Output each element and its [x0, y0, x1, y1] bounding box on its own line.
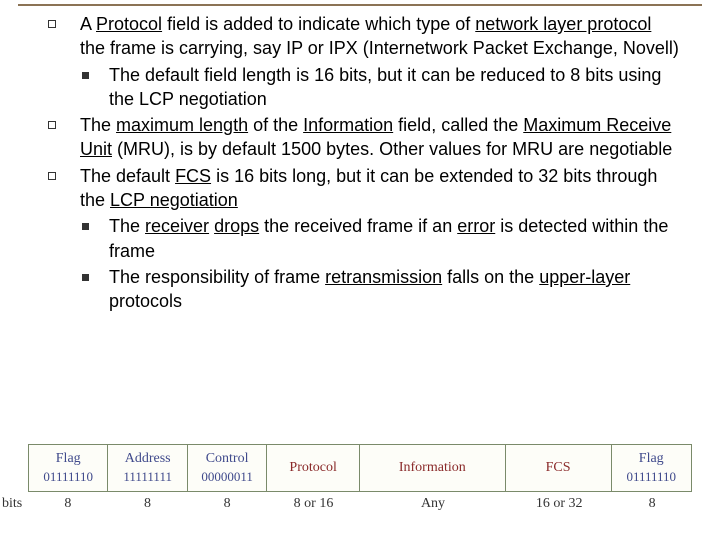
bits-cell: 8 or 16: [267, 496, 360, 512]
bits-row: bits 8888 or 16Any16 or 328: [28, 496, 692, 512]
bullet-1-sub-1-text: The default field length is 16 bits, but…: [109, 63, 680, 112]
bits-cell: 8: [28, 496, 108, 512]
hollow-square-icon: [48, 172, 56, 180]
bullet-3-sub-2-text: The responsibility of frame retransmissi…: [109, 265, 680, 314]
frame-cell-value: 01111110: [614, 469, 689, 485]
frame-cell-label: FCS: [508, 460, 609, 476]
bits-cell: 8: [108, 496, 188, 512]
frame-cell: Protocol: [267, 445, 360, 491]
bits-cell: Any: [360, 496, 506, 512]
frame-cell-value: 01111110: [31, 469, 105, 485]
frame-cell-value: 11111111: [110, 469, 184, 485]
frame-cell-label: Address: [110, 451, 184, 467]
bullet-3-text: The default FCS is 16 bits long, but it …: [80, 164, 680, 213]
frame-table: Flag 01111110 Address 11111111 Control 000000…: [28, 444, 692, 492]
slide-content: A Protocol field is added to indicate wh…: [48, 12, 680, 316]
frame-cell: Flag 01111110: [612, 445, 691, 491]
filled-square-icon: [82, 274, 89, 281]
bullet-3: The default FCS is 16 bits long, but it …: [48, 164, 680, 213]
frame-cell-label: Flag: [614, 451, 689, 467]
filled-square-icon: [82, 72, 89, 79]
hollow-square-icon: [48, 121, 56, 129]
filled-square-icon: [82, 223, 89, 230]
bullet-1: A Protocol field is added to indicate wh…: [48, 12, 680, 61]
frame-cell: Flag 01111110: [29, 445, 108, 491]
bullet-2: The maximum length of the Information fi…: [48, 113, 680, 162]
frame-cell-label: Information: [362, 460, 503, 476]
bullet-3-sub-1-text: The receiver drops the received frame if…: [109, 214, 680, 263]
hollow-square-icon: [48, 20, 56, 28]
frame-diagram: Flag 01111110 Address 11111111 Control 000000…: [28, 444, 692, 512]
bullet-1-text: A Protocol field is added to indicate wh…: [80, 12, 680, 61]
slide-top-rule: [18, 4, 702, 6]
bullet-3-sub-2: The responsibility of frame retransmissi…: [82, 265, 680, 314]
frame-cell-label: Control: [190, 451, 264, 467]
frame-cell-label: Flag: [31, 451, 105, 467]
frame-cell: Control 00000011: [188, 445, 267, 491]
frame-cell: Address 11111111: [108, 445, 187, 491]
bullet-2-text: The maximum length of the Information fi…: [80, 113, 680, 162]
bits-cell: 8: [612, 496, 692, 512]
bits-cell: 8: [187, 496, 267, 512]
bits-cell: 16 or 32: [506, 496, 612, 512]
bullet-1-sub-1: The default field length is 16 bits, but…: [82, 63, 680, 112]
frame-cell: Information: [360, 445, 506, 491]
frame-cell-label: Protocol: [269, 460, 357, 476]
bits-label: bits: [2, 496, 22, 512]
frame-cell-value: 00000011: [190, 469, 264, 485]
bullet-3-sub-1: The receiver drops the received frame if…: [82, 214, 680, 263]
frame-cell: FCS: [506, 445, 612, 491]
